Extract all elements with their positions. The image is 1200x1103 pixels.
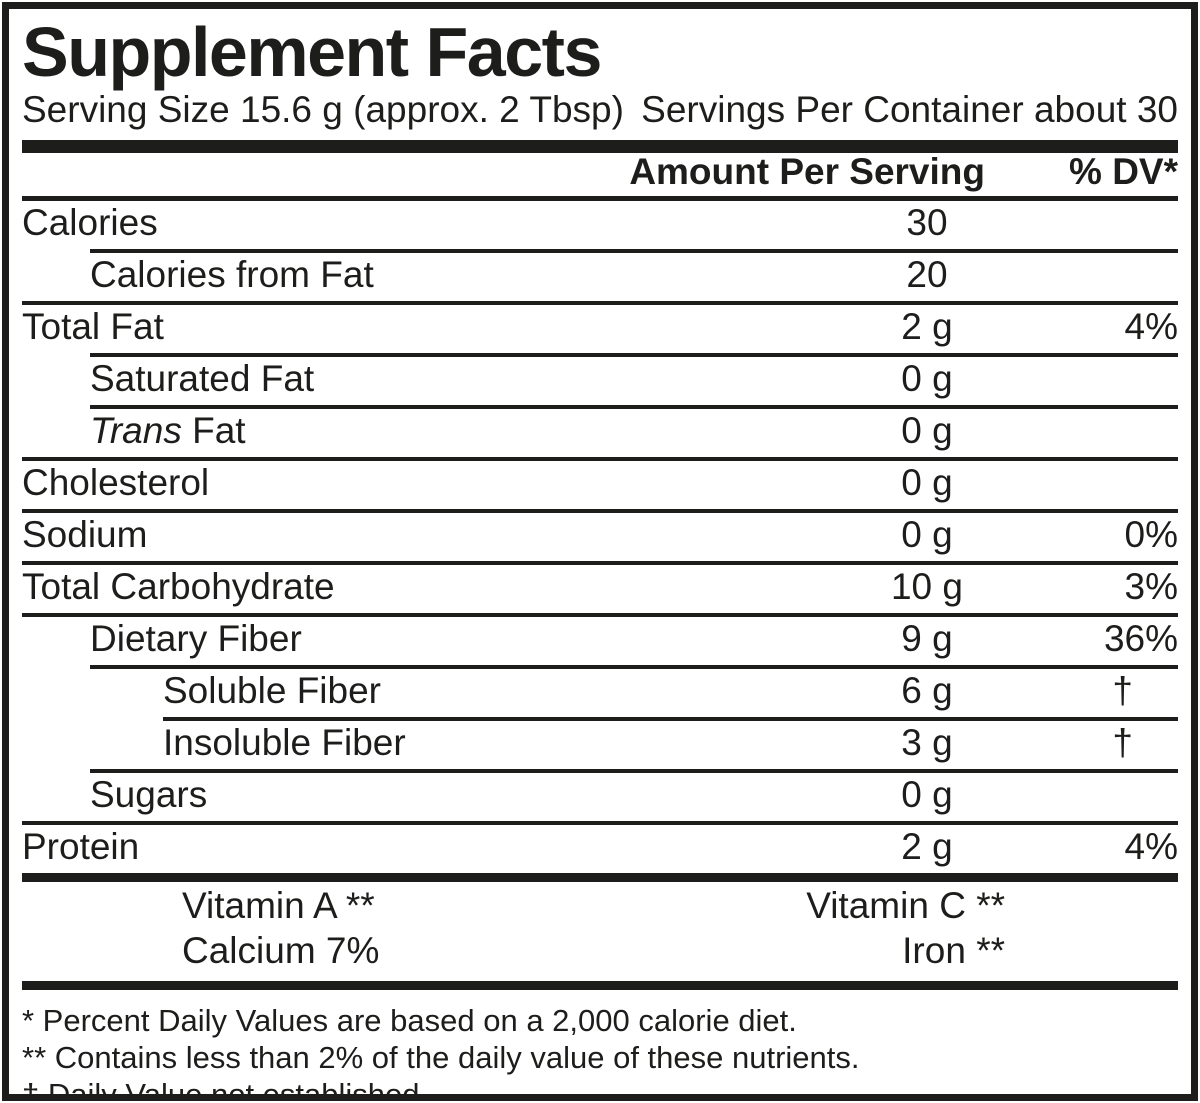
footnote-dagger: † Daily Value not established. [22, 1077, 429, 1101]
amount-value: 0 g [901, 514, 953, 555]
nutrient-row: Protein 2 g 4% [22, 825, 1178, 873]
heavy-divider-bar [22, 140, 1178, 153]
vitamin-row: Calcium 7% Iron ** [22, 930, 1178, 976]
amount-value: 0 g [901, 774, 953, 815]
row-divider-rule [90, 769, 1178, 773]
dv-value: 3% [1124, 566, 1178, 607]
footnotes-section: * Percent Daily Values are based on a 2,… [22, 1002, 1178, 1101]
row-divider-rule [90, 665, 1178, 669]
vitamins-bottom-bar [22, 981, 1178, 990]
vitamin-row: Vitamin A ** Vitamin C ** [22, 885, 1178, 931]
dv-value: † [1112, 670, 1133, 711]
nutrient-row: Sodium 0 g 0% [22, 513, 1178, 561]
dv-value: † [1112, 722, 1133, 763]
nutrient-row: Calories from Fat 20 [22, 253, 1178, 301]
nutrient-label: Dietary Fiber [90, 618, 302, 659]
row-divider-rule [90, 353, 1178, 357]
amount-value: 6 g [901, 670, 953, 711]
row-divider-rule [22, 457, 1178, 461]
serving-info: Serving Size 15.6 g (approx. 2 Tbsp) Ser… [22, 88, 1178, 131]
nutrient-label-italic-part: Trans [90, 410, 182, 451]
amount-value: 20 [906, 254, 948, 295]
amount-value: 2 g [901, 306, 953, 347]
amount-value: 0 g [901, 410, 953, 451]
footnote-daily-values: * Percent Daily Values are based on a 2,… [22, 1003, 797, 1038]
amount-value: 3 g [901, 722, 953, 763]
vitamin-left-value: Vitamin A ** [182, 885, 375, 926]
nutrient-row: Total Fat 2 g 4% [22, 305, 1178, 353]
dv-value: 4% [1124, 306, 1178, 347]
dv-value: 4% [1124, 826, 1178, 867]
row-divider-rule [22, 561, 1178, 565]
nutrient-label: Calories from Fat [90, 254, 374, 295]
dv-value: 0% [1124, 514, 1178, 555]
nutrient-label: Calories [22, 202, 158, 243]
amount-value: 0 g [901, 462, 953, 503]
vitamins-section: Vitamin A ** Vitamin C ** Calcium 7% Iron *… [22, 885, 1178, 981]
nutrient-row: Insoluble Fiber 3 g † [22, 721, 1178, 769]
nutrient-row: Sugars 0 g [22, 773, 1178, 821]
nutrient-row: Dietary Fiber 9 g 36% [22, 617, 1178, 665]
vitamin-right-value: Iron ** [902, 930, 1005, 971]
row-divider-rule [22, 613, 1178, 617]
amount-value: 9 g [901, 618, 953, 659]
dv-value: 36% [1103, 618, 1178, 659]
vitamin-left-value: Calcium 7% [182, 930, 380, 971]
amount-value: 10 g [890, 566, 963, 607]
row-divider-rule [22, 301, 1178, 305]
nutrient-label: Sugars [90, 774, 208, 815]
nutrient-label: Soluble Fiber [163, 670, 382, 711]
vitamin-right-value: Vitamin C ** [806, 885, 1005, 926]
amount-column-header: Amount Per Serving [629, 151, 985, 192]
nutrient-row: Saturated Fat 0 g [22, 357, 1178, 405]
amount-value: 0 g [901, 358, 953, 399]
row-divider-rule [163, 717, 1178, 721]
nutrient-label: Total Fat [22, 306, 164, 347]
dv-column-header: % DV* [1069, 151, 1178, 192]
amount-value: 2 g [901, 826, 953, 867]
footnote-contains-less: ** Contains less than 2% of the daily va… [22, 1040, 860, 1075]
nutrient-row: Cholesterol 0 g [22, 461, 1178, 509]
serving-size-text: Serving Size 15.6 g (approx. 2 Tbsp) [22, 89, 624, 130]
nutrient-label: Cholesterol [22, 462, 210, 503]
nutrient-row: Total Carbohydrate 10 g 3% [22, 565, 1178, 613]
nutrient-row: Calories 30 [22, 201, 1178, 249]
nutrient-label: Insoluble Fiber [163, 722, 406, 763]
panel-title: Supplement Facts [22, 13, 602, 91]
nutrient-label: Trans Fat [90, 410, 246, 452]
nutrient-label: Saturated Fat [90, 358, 315, 399]
header-rule [22, 196, 1178, 201]
servings-per-container-text: Servings Per Container about 30 [641, 89, 1178, 130]
amount-value: 30 [906, 202, 948, 243]
row-divider-rule [22, 821, 1178, 825]
nutrient-row: Soluble Fiber 6 g † [22, 669, 1178, 717]
vitamins-top-bar [22, 873, 1178, 882]
row-divider-rule [22, 509, 1178, 513]
row-divider-rule [90, 249, 1178, 253]
nutrient-label-part: Fat [181, 410, 246, 451]
nutrient-label: Sodium [22, 514, 148, 555]
nutrient-label: Protein [22, 826, 140, 867]
nutrient-rows-section: Calories 30 Calories from Fat 20 Total Fat 2 … [22, 201, 1178, 873]
nutrient-label: Total Carbohydrate [22, 566, 335, 607]
column-header-row: Amount Per Serving % DV* [22, 151, 1178, 196]
row-divider-rule [90, 405, 1178, 409]
nutrient-row: Trans Fat 0 g [22, 409, 1178, 457]
